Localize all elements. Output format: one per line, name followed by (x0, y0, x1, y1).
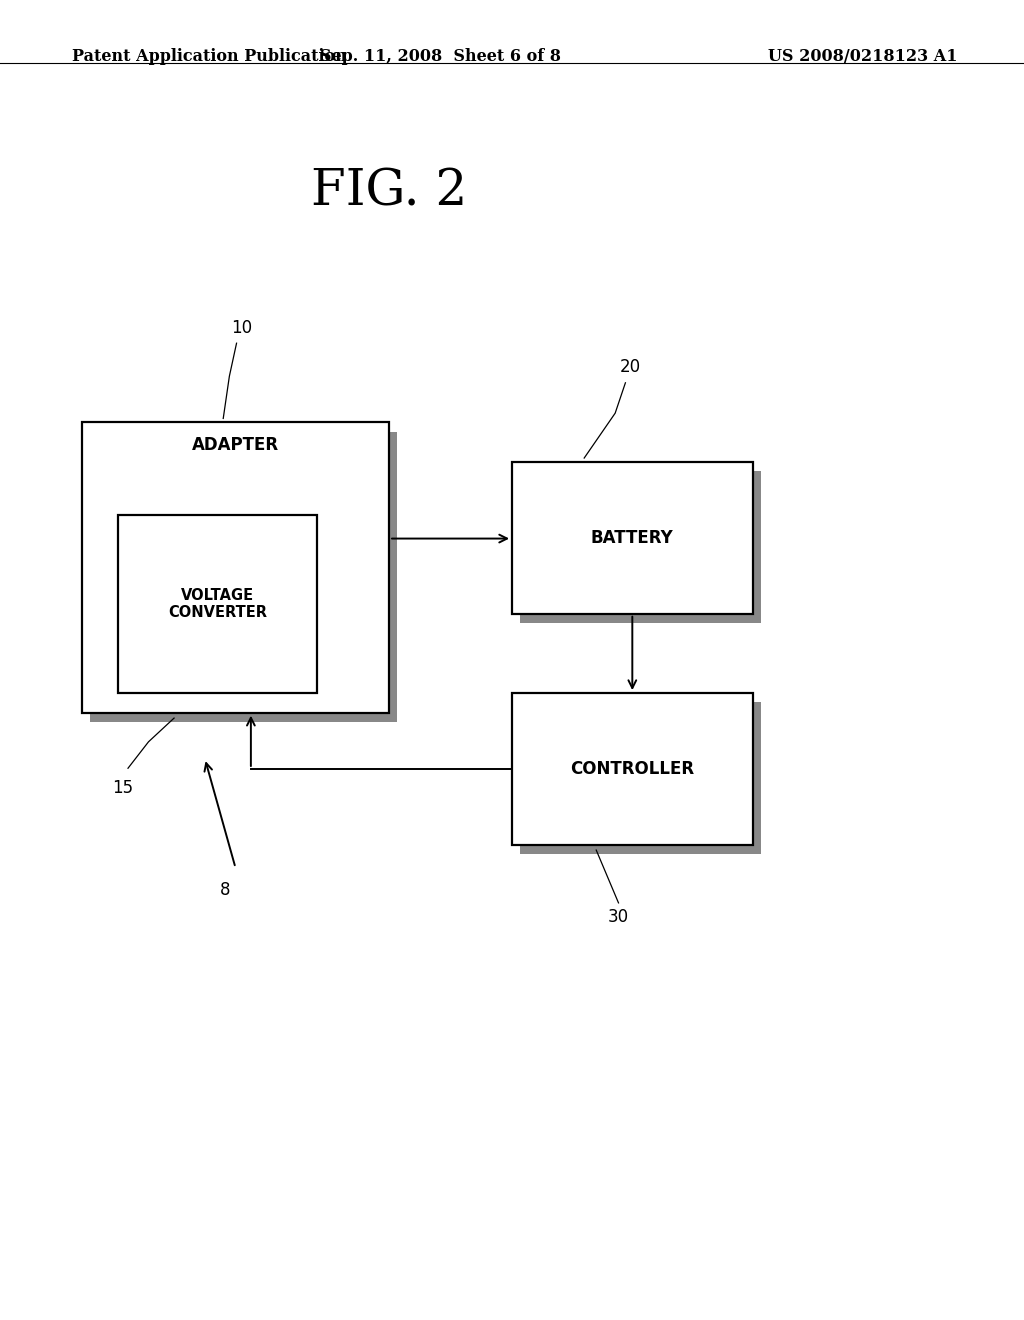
Polygon shape (118, 515, 317, 693)
Polygon shape (512, 693, 753, 845)
Polygon shape (520, 702, 761, 854)
Text: 20: 20 (620, 358, 641, 376)
Text: FIG. 2: FIG. 2 (311, 166, 467, 216)
Polygon shape (82, 422, 389, 713)
Text: 30: 30 (608, 908, 629, 927)
Text: Sep. 11, 2008  Sheet 6 of 8: Sep. 11, 2008 Sheet 6 of 8 (319, 48, 561, 65)
Text: 8: 8 (220, 882, 230, 899)
Text: 10: 10 (231, 318, 252, 337)
Text: Patent Application Publication: Patent Application Publication (72, 48, 346, 65)
Text: VOLTAGE
CONVERTER: VOLTAGE CONVERTER (168, 587, 267, 620)
Polygon shape (126, 524, 326, 702)
Text: CONTROLLER: CONTROLLER (570, 760, 694, 777)
Text: ADAPTER: ADAPTER (191, 436, 280, 454)
Text: 15: 15 (113, 779, 133, 797)
Text: BATTERY: BATTERY (591, 529, 674, 546)
Text: US 2008/0218123 A1: US 2008/0218123 A1 (768, 48, 957, 65)
Polygon shape (512, 462, 753, 614)
Polygon shape (90, 432, 397, 722)
Polygon shape (520, 471, 761, 623)
